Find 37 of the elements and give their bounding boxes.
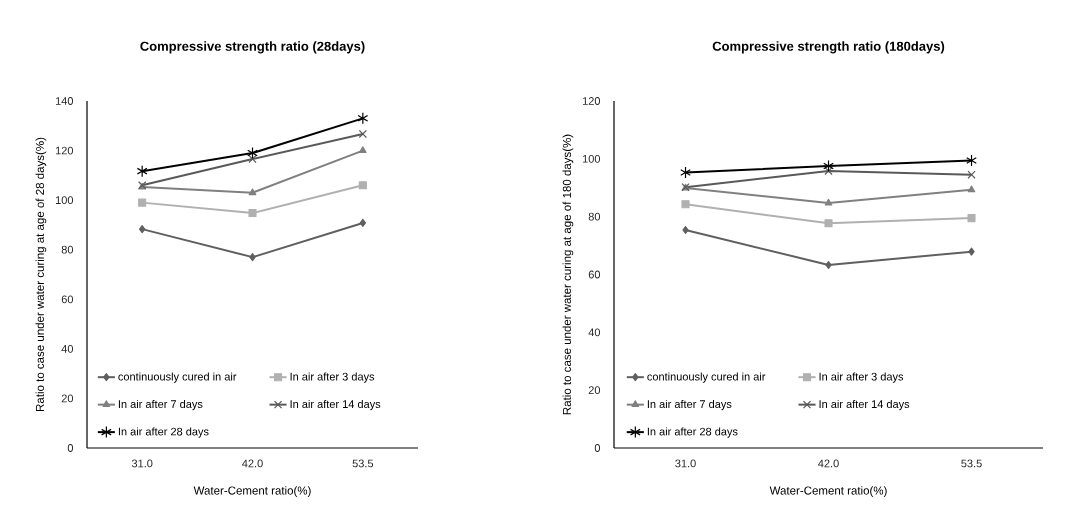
- y-tick-label: 80: [61, 245, 74, 254]
- legend-label: In air after 28 days: [118, 427, 209, 438]
- x-tick-label: 31.0: [131, 459, 153, 468]
- y-axis-title: Ratio to case under water curing at age of 28 days(%): [35, 137, 47, 411]
- chart-title: Compressive strength ratio (180days): [712, 41, 945, 54]
- legend-label: In air after 14 days: [819, 399, 910, 411]
- legend-label: In air after 28 days: [647, 427, 738, 438]
- legend-label: In air after 14 days: [290, 399, 381, 411]
- legend-label: In air after 7 days: [118, 399, 203, 411]
- y-tick-label: 100: [582, 154, 601, 163]
- y-tick-label: 60: [61, 295, 74, 304]
- y-tick-label: 40: [588, 328, 601, 337]
- y-tick-label: 0: [594, 444, 601, 452]
- y-axis-title: Ratio to case under water curing at age of 180 days(%): [562, 134, 574, 415]
- x-tick-label: 42.0: [818, 459, 839, 468]
- legend-label: continuously cured in air: [118, 372, 237, 383]
- y-tick-label: 0: [67, 444, 74, 452]
- y-tick-label: 20: [588, 386, 601, 395]
- y-tick-label: 20: [61, 394, 74, 403]
- y-tick-label: 140: [55, 97, 74, 105]
- legend-label: In air after 3 days: [819, 372, 904, 383]
- x-tick-label: 42.0: [242, 459, 263, 468]
- x-axis-title: Water-Cement ratio(%): [769, 486, 887, 497]
- y-tick-label: 80: [588, 212, 601, 221]
- x-tick-label: 53.5: [352, 459, 374, 468]
- y-tick-label: 60: [588, 270, 601, 279]
- y-tick-label: 120: [582, 97, 601, 105]
- x-tick-label: 31.0: [675, 459, 696, 468]
- y-tick-label: 100: [55, 196, 74, 205]
- legend-label: In air after 3 days: [290, 372, 375, 383]
- legend-label: continuously cured in air: [647, 372, 766, 383]
- y-tick-label: 40: [61, 344, 74, 353]
- legend-label: In air after 7 days: [647, 399, 732, 411]
- x-tick-label: 53.5: [961, 459, 982, 468]
- y-tick-label: 120: [55, 146, 74, 155]
- x-axis-title: Water-Cement ratio(%): [193, 486, 311, 497]
- chart-title: Compressive strength ratio (28days): [140, 41, 365, 54]
